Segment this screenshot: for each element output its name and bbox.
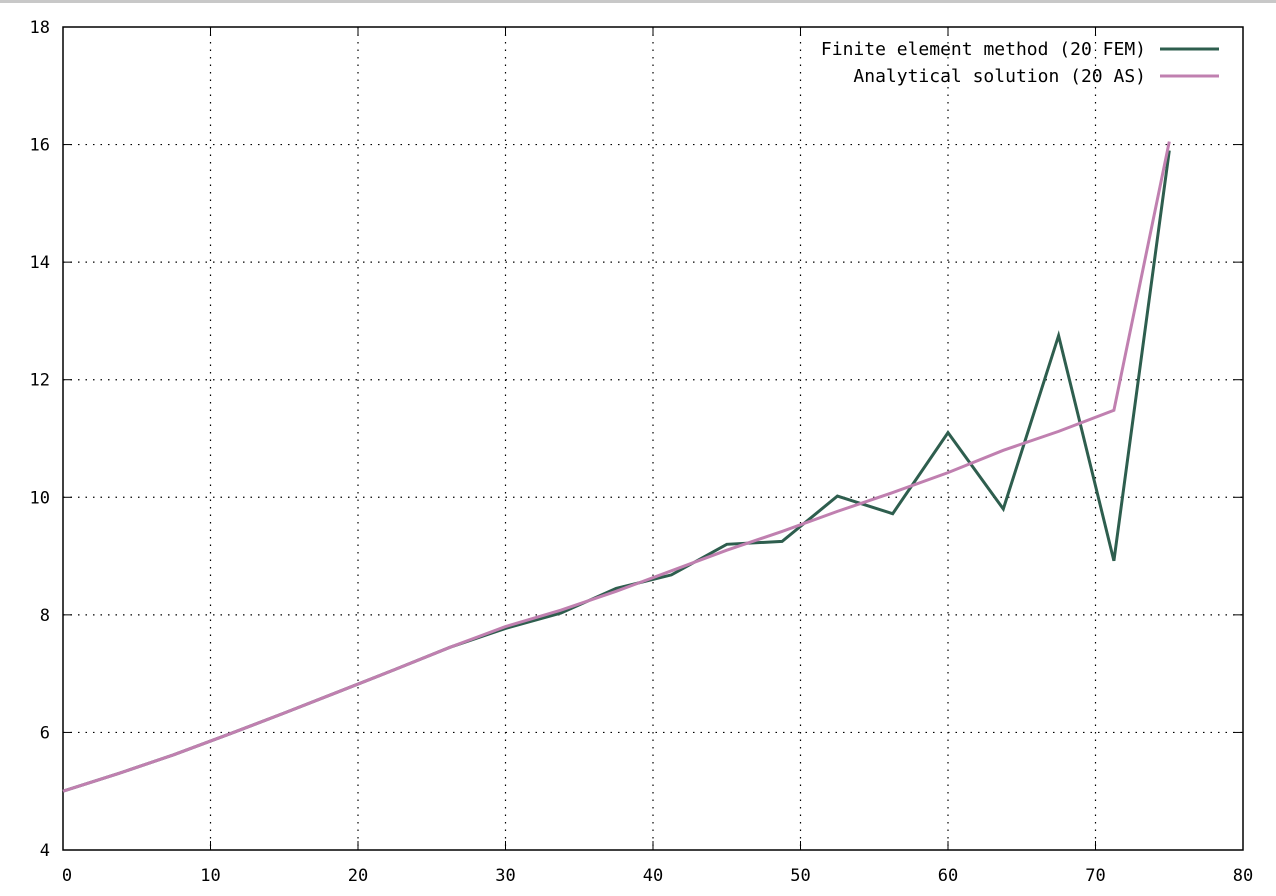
series-line-2 (62, 141, 1171, 793)
y-tick-label: 4 (40, 841, 50, 861)
series-line-1 (62, 150, 1171, 793)
series-lines (62, 141, 1171, 793)
y-tick-label: 14 (30, 253, 50, 273)
grid-lines (63, 27, 1243, 850)
window-top-border (0, 0, 1276, 3)
y-tick-label: 18 (30, 18, 50, 38)
legend-label-1: Finite element method (20 FEM) (821, 39, 1146, 60)
y-tick-label: 12 (30, 371, 50, 391)
x-tick-label: 0 (62, 866, 72, 886)
y-axis-tick-labels: 4 6 8 10 12 14 16 18 (30, 18, 50, 861)
y-tick-label: 16 (30, 136, 50, 156)
tick-marks (62, 26, 1244, 851)
x-tick-label: 60 (938, 866, 958, 886)
y-tick-label: 6 (40, 723, 50, 743)
legend: Finite element method (20 FEM) Analytical… (821, 39, 1219, 87)
x-axis-tick-labels: 0 10 20 30 40 50 60 70 80 (62, 866, 1253, 886)
x-tick-label: 10 (200, 866, 220, 886)
legend-label-2: Analytical solution (20 AS) (853, 66, 1146, 87)
x-tick-label: 50 (790, 866, 810, 886)
x-tick-label: 20 (348, 866, 368, 886)
x-tick-label: 70 (1085, 866, 1105, 886)
y-tick-label: 10 (30, 488, 50, 508)
x-tick-label: 30 (495, 866, 515, 886)
x-tick-label: 80 (1233, 866, 1253, 886)
plot-frame (62, 26, 1244, 851)
x-tick-label: 40 (643, 866, 663, 886)
y-tick-label: 8 (40, 606, 50, 626)
